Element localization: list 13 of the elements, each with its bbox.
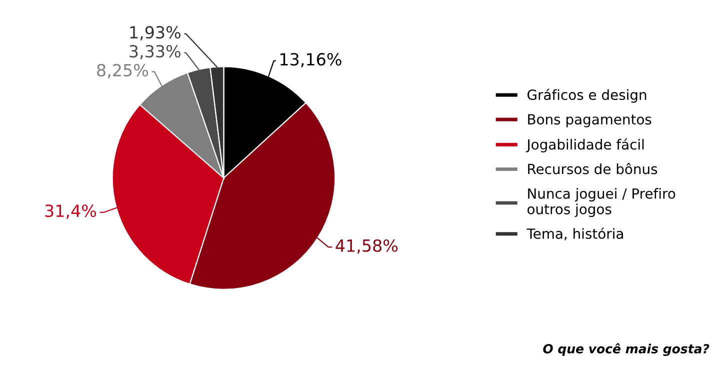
data-label: 13,16% — [280, 53, 342, 68]
legend-label: Bons pagamentos — [528, 114, 652, 128]
legend-label: Tema, história — [526, 228, 623, 240]
data-label: 1,93% — [130, 26, 180, 40]
data-label: 41,58% — [336, 239, 398, 254]
data-label: 3,33% — [130, 44, 180, 60]
legend-label: Gráficos e design — [528, 88, 646, 103]
legend-label: Nunca joguei / Prefiro outros jogos — [528, 188, 676, 218]
data-label: 31,4% — [45, 204, 96, 219]
text: O que você mais gosta? — [543, 343, 710, 356]
legend-label: Recursos de bônus — [528, 162, 658, 174]
data-label: 8,25% — [97, 64, 148, 78]
legend-label: Jogabilidade fácil — [526, 138, 644, 152]
